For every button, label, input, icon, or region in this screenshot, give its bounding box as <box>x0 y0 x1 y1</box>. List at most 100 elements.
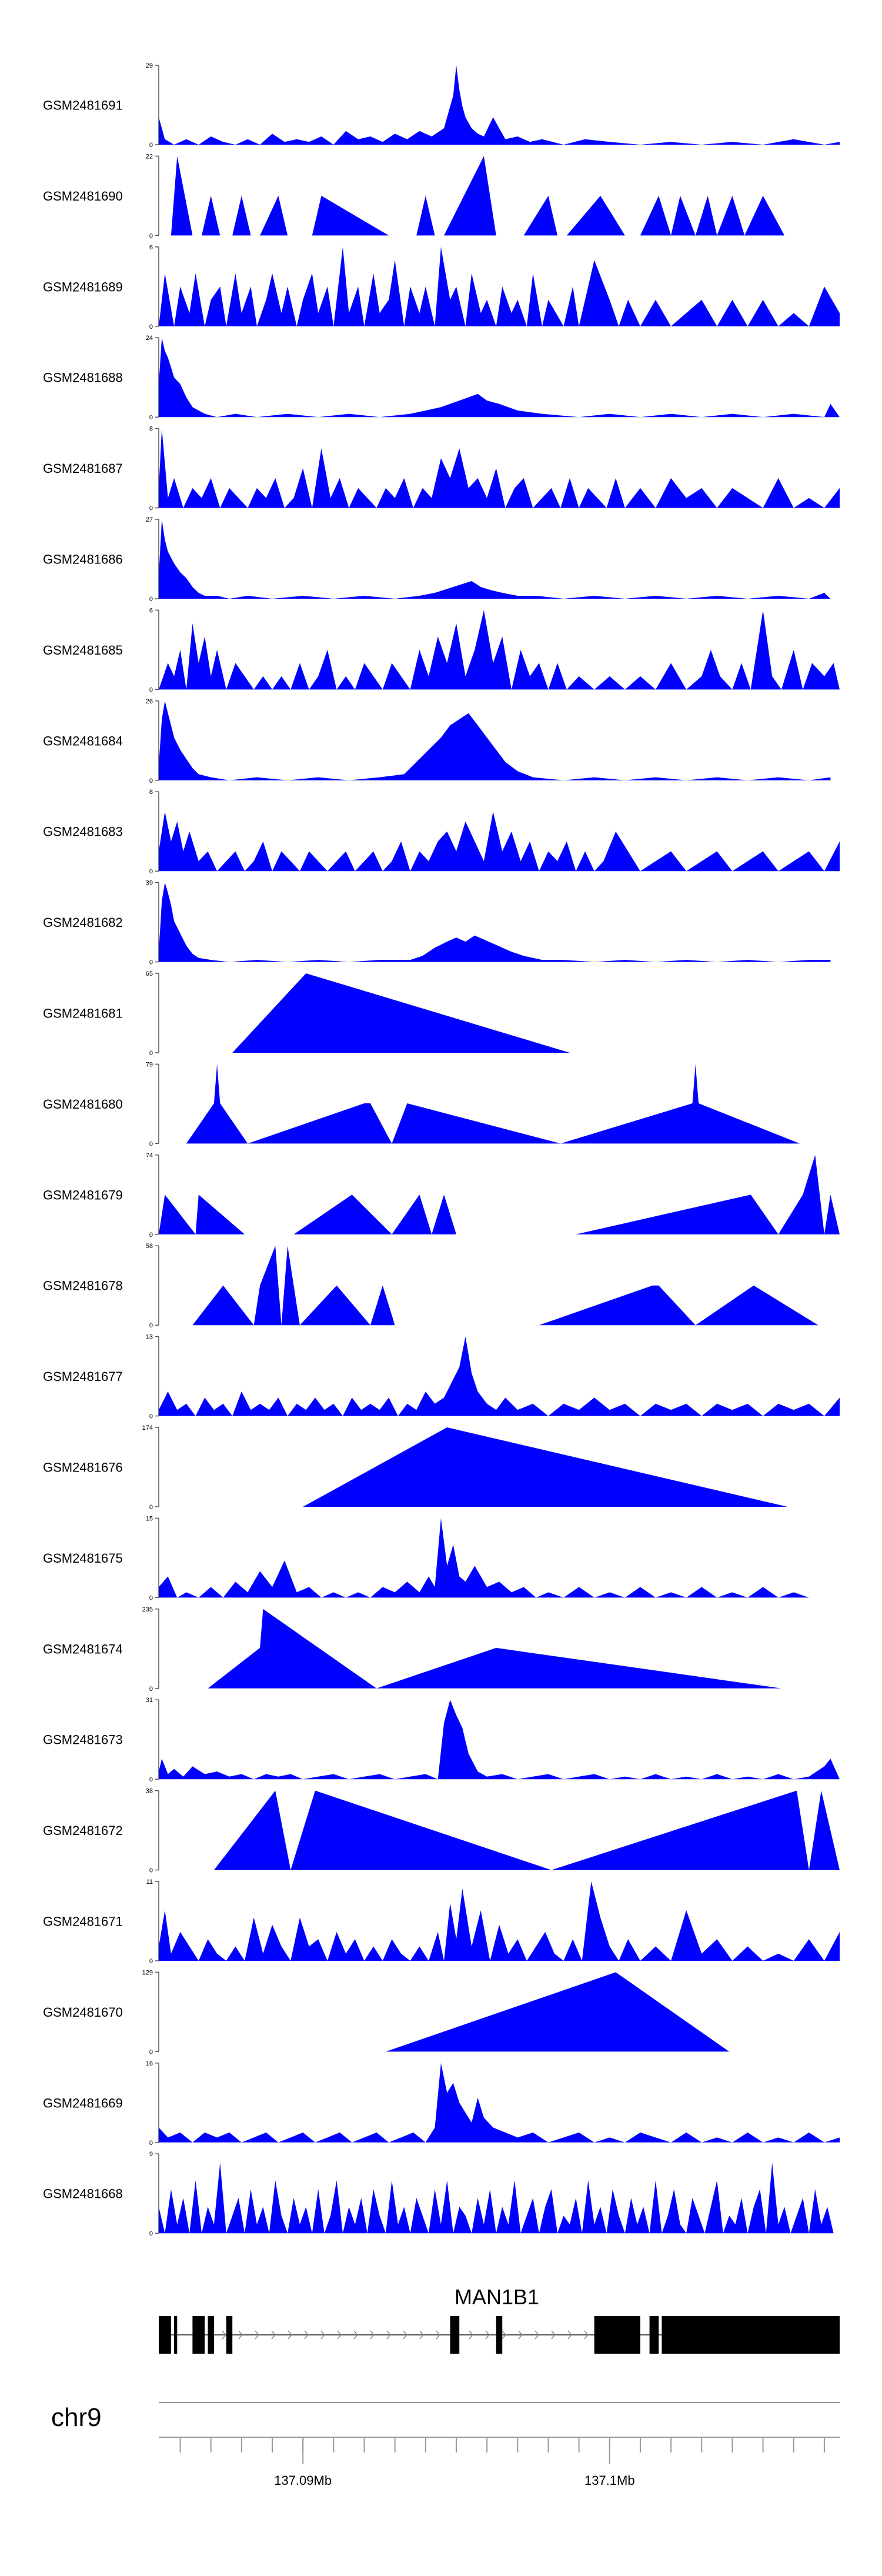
track-label: GSM2481684 <box>43 733 123 748</box>
strand-arrow <box>337 2330 342 2340</box>
track-GSM2481671: GSM2481671 11 0 <box>43 1878 840 1965</box>
strand-arrow <box>469 2330 473 2340</box>
coverage-area-GSM2481689 <box>159 246 840 326</box>
strand-arrow <box>386 2330 391 2340</box>
track-GSM2481687: GSM2481687 8 0 <box>43 426 840 512</box>
track-label: GSM2481690 <box>43 189 123 203</box>
track-GSM2481680: GSM2481680 79 0 <box>43 1061 840 1147</box>
track-GSM2481677: GSM2481677 13 0 <box>43 1334 840 1420</box>
y-tick-label-min: 0 <box>149 686 153 693</box>
y-tick-label-max: 31 <box>146 1697 153 1704</box>
exon <box>662 2316 840 2354</box>
coverage-area-GSM2481669 <box>159 2063 840 2143</box>
y-tick-label-min: 0 <box>149 1594 153 1601</box>
coverage-area-GSM2481681 <box>159 973 840 1053</box>
strand-arrow <box>403 2330 407 2340</box>
track-GSM2481672: GSM2481672 38 0 <box>43 1788 840 1874</box>
chromosome-label: chr9 <box>51 2403 102 2432</box>
strand-arrow <box>518 2330 523 2340</box>
minor-ticks <box>179 2437 825 2452</box>
track-label: GSM2481691 <box>43 98 123 113</box>
y-tick-label-max: 8 <box>149 426 153 433</box>
track-label: GSM2481682 <box>43 915 123 930</box>
y-tick-label-min: 0 <box>149 2230 153 2237</box>
coverage-area-GSM2481675 <box>159 1518 824 1598</box>
strand-arrow <box>353 2330 358 2340</box>
y-tick-label-max: 235 <box>142 1606 153 1613</box>
track-GSM2481676: GSM2481676 174 0 <box>43 1424 840 1511</box>
track-label: GSM2481674 <box>43 1641 123 1656</box>
track-label: GSM2481683 <box>43 825 123 839</box>
strand-arrow <box>288 2330 292 2340</box>
exon <box>594 2316 640 2354</box>
y-tick-label-max: 29 <box>146 62 153 69</box>
y-tick-label-min: 0 <box>149 2048 153 2056</box>
track-GSM2481682: GSM2481682 39 0 <box>43 880 831 966</box>
track-GSM2481679: GSM2481679 74 0 <box>43 1152 840 1239</box>
strand-arrow <box>534 2330 539 2340</box>
track-GSM2481685: GSM2481685 6 0 <box>43 607 840 693</box>
coverage-area-GSM2481670 <box>159 1972 840 2052</box>
exon-blocks <box>159 2316 840 2354</box>
track-GSM2481690: GSM2481690 22 0 <box>43 153 840 239</box>
track-GSM2481691: GSM2481691 29 0 <box>43 62 840 149</box>
strand-arrow <box>222 2330 226 2340</box>
exon <box>226 2316 233 2354</box>
y-tick-label-min: 0 <box>149 1686 153 1693</box>
y-tick-label-min: 0 <box>149 232 153 239</box>
track-label: GSM2481678 <box>43 1279 123 1293</box>
coverage-area-GSM2481691 <box>159 65 840 145</box>
y-tick-label-min: 0 <box>149 596 153 603</box>
x-tick-label: 137.09Mb <box>274 2473 332 2488</box>
track-GSM2481683: GSM2481683 8 0 <box>43 789 840 875</box>
y-tick-label-min: 0 <box>149 868 153 875</box>
track-label: GSM2481681 <box>43 1006 123 1021</box>
y-tick-label-max: 38 <box>146 1788 153 1795</box>
y-tick-label-min: 0 <box>149 1050 153 1057</box>
gene-model-track: MAN1B1 <box>159 2285 840 2354</box>
y-tick-label-min: 0 <box>149 778 153 785</box>
y-tick-label-max: 8 <box>149 789 153 796</box>
track-GSM2481668: GSM2481668 9 0 <box>43 2151 834 2237</box>
track-GSM2481684: GSM2481684 26 0 <box>43 698 831 785</box>
y-tick-label-max: 79 <box>146 1061 153 1068</box>
exon <box>174 2316 178 2354</box>
y-tick-label-max: 129 <box>142 1969 153 1976</box>
y-tick-label-min: 0 <box>149 1776 153 1783</box>
y-tick-label-min: 0 <box>149 1958 153 1965</box>
exon <box>649 2316 659 2354</box>
y-tick-label-min: 0 <box>149 414 153 421</box>
strand-arrow <box>502 2330 506 2340</box>
y-tick-label-max: 26 <box>146 698 153 705</box>
strand-arrow <box>436 2330 440 2340</box>
coverage-area-GSM2481684 <box>159 700 831 780</box>
y-tick-label-max: 13 <box>146 1334 153 1341</box>
y-tick-label-min: 0 <box>149 505 153 512</box>
coverage-area-GSM2481674 <box>159 1609 840 1689</box>
exon <box>496 2316 503 2354</box>
strand-arrow <box>271 2330 276 2340</box>
track-label: GSM2481688 <box>43 371 123 385</box>
track-label: GSM2481686 <box>43 552 123 567</box>
y-tick-label-max: 58 <box>146 1243 153 1250</box>
coverage-area-GSM2481676 <box>159 1427 840 1507</box>
major-ticks: 137.09Mb 137.1Mb <box>274 2437 635 2488</box>
y-tick-label-max: 6 <box>149 244 153 251</box>
track-label: GSM2481672 <box>43 1823 123 1838</box>
track-GSM2481678: GSM2481678 58 0 <box>43 1243 840 1329</box>
y-tick-label-max: 74 <box>146 1152 153 1159</box>
strand-arrow <box>238 2330 243 2340</box>
coverage-area-GSM2481678 <box>159 1246 840 1326</box>
strand-arrow <box>485 2330 490 2340</box>
coverage-area-GSM2481680 <box>159 1064 840 1144</box>
track-GSM2481675: GSM2481675 15 0 <box>43 1515 824 1601</box>
coverage-area-GSM2481683 <box>159 812 840 872</box>
y-tick-label-max: 65 <box>146 970 153 977</box>
track-GSM2481674: GSM2481674 235 0 <box>43 1606 840 1693</box>
track-GSM2481688: GSM2481688 24 0 <box>43 335 840 421</box>
y-tick-label-max: 27 <box>146 516 153 523</box>
y-tick-label-min: 0 <box>149 2140 153 2147</box>
y-tick-label-min: 0 <box>149 1504 153 1511</box>
y-tick-label-min: 0 <box>149 142 153 149</box>
